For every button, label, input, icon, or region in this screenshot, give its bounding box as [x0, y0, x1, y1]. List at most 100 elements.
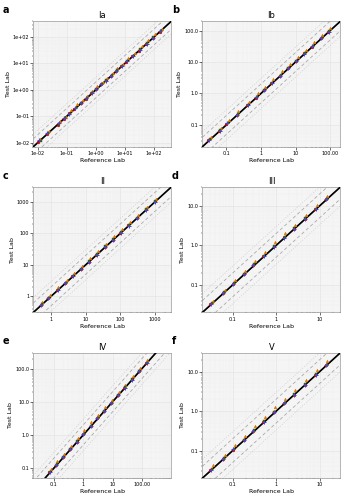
Point	[234, 111, 240, 119]
Point	[55, 120, 61, 128]
Point	[109, 399, 114, 407]
Point	[94, 414, 100, 422]
Point	[74, 100, 80, 108]
Point	[241, 270, 247, 278]
Point	[103, 240, 109, 248]
Point	[218, 124, 224, 132]
Point	[242, 432, 248, 440]
Point	[134, 214, 140, 222]
Point	[327, 27, 332, 35]
Point	[36, 136, 42, 143]
Point	[151, 34, 156, 42]
Point	[113, 67, 118, 75]
Point	[137, 46, 142, 54]
Point	[48, 465, 54, 473]
Point	[89, 89, 94, 97]
Point	[158, 26, 163, 34]
Point	[234, 110, 240, 118]
Point	[69, 272, 75, 280]
Point	[120, 60, 126, 68]
Point	[282, 394, 288, 402]
Point	[323, 361, 329, 369]
Point	[221, 289, 226, 297]
Point	[324, 196, 329, 203]
Point	[44, 129, 50, 137]
Text: c: c	[3, 170, 9, 180]
Point	[67, 446, 73, 454]
Point	[232, 442, 237, 450]
Point	[285, 64, 291, 72]
Point	[245, 101, 250, 109]
Point	[230, 446, 236, 454]
Point	[94, 82, 100, 90]
Point	[116, 388, 121, 396]
Point	[54, 458, 60, 466]
Point	[207, 300, 213, 308]
Point	[110, 235, 116, 243]
Point	[93, 250, 99, 258]
Y-axis label: Test Lab: Test Lab	[10, 237, 15, 262]
Point	[44, 130, 49, 138]
Point	[261, 252, 267, 260]
Point	[303, 376, 309, 384]
Point	[302, 214, 308, 222]
Point	[320, 30, 325, 38]
Point	[62, 279, 68, 287]
Point	[210, 296, 216, 304]
Point	[78, 264, 84, 272]
Point	[282, 399, 287, 407]
Point	[144, 203, 149, 211]
Point	[310, 42, 315, 50]
Point	[292, 386, 298, 394]
Point	[272, 242, 277, 250]
Point	[216, 127, 221, 135]
Point	[303, 210, 309, 218]
Point	[207, 136, 212, 144]
Point	[313, 204, 319, 212]
Point	[282, 234, 287, 241]
Point	[129, 376, 135, 384]
Point	[122, 384, 127, 392]
Point	[278, 71, 283, 79]
Point	[114, 66, 119, 74]
Point	[325, 192, 330, 200]
Point	[253, 94, 259, 102]
Title: V: V	[268, 343, 274, 352]
Point	[207, 136, 213, 143]
Point	[293, 57, 299, 65]
Point	[220, 454, 226, 462]
Point	[101, 407, 107, 415]
Point	[261, 86, 266, 94]
Point	[45, 294, 51, 302]
Point	[311, 38, 317, 46]
Point	[83, 94, 89, 102]
Point	[252, 422, 257, 430]
Point	[95, 414, 100, 422]
Point	[46, 468, 52, 476]
Point	[241, 436, 246, 444]
Point	[272, 408, 277, 416]
Point	[136, 367, 142, 375]
Point	[152, 30, 158, 38]
Point	[93, 85, 99, 93]
Point	[72, 105, 77, 113]
Point	[102, 404, 108, 411]
Point	[61, 453, 66, 461]
Point	[123, 58, 129, 66]
Point	[54, 460, 59, 468]
Point	[78, 99, 84, 107]
Point	[135, 211, 140, 219]
Point	[74, 437, 80, 445]
Point	[119, 62, 125, 70]
Point	[255, 90, 261, 98]
Point	[303, 46, 309, 54]
Point	[324, 360, 329, 368]
Point	[159, 24, 164, 32]
X-axis label: Reference Lab: Reference Lab	[80, 158, 125, 163]
Point	[89, 90, 94, 98]
Point	[225, 119, 231, 127]
Point	[273, 403, 278, 411]
Point	[62, 114, 67, 122]
Point	[46, 294, 51, 302]
Point	[281, 234, 286, 241]
